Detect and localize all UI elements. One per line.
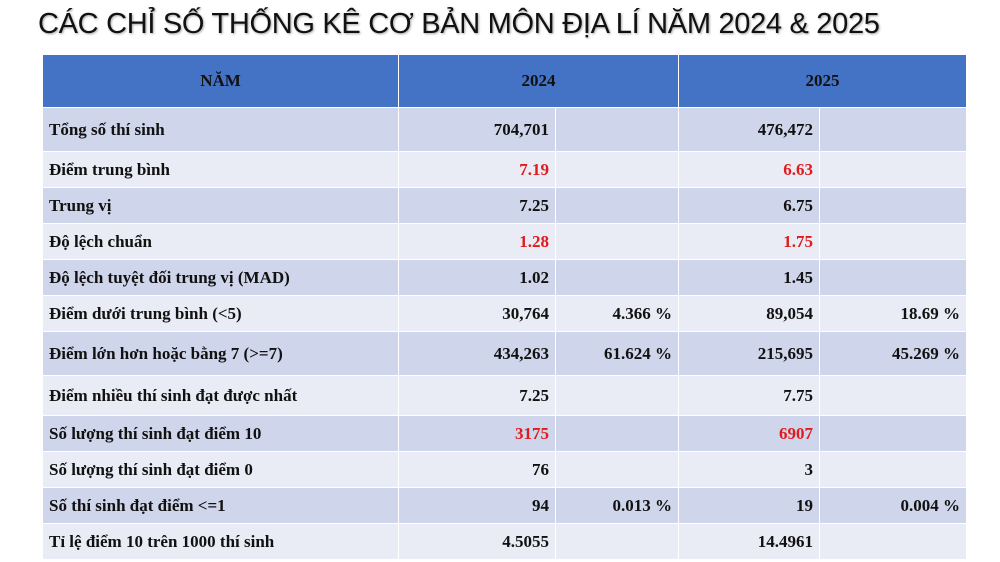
row-label: Trung vị bbox=[42, 187, 399, 224]
value-2024: 704,701 bbox=[398, 107, 556, 152]
watermark bbox=[970, 440, 990, 520]
table-row: Tổng số thí sinh 704,701 476,472 bbox=[42, 107, 967, 152]
percent-2024 bbox=[555, 187, 679, 224]
value-2025: 7.75 bbox=[678, 375, 820, 416]
value-2024: 3175 bbox=[398, 415, 556, 452]
percent-2025 bbox=[819, 259, 967, 296]
table-row: Độ lệch chuẩn 1.28 1.75 bbox=[42, 223, 967, 260]
table-row: Số thí sinh đạt điểm <=1 94 0.013 % 19 0.004… bbox=[42, 487, 967, 524]
value-2024: 30,764 bbox=[398, 295, 556, 332]
value-2025: 89,054 bbox=[678, 295, 820, 332]
row-label: Độ lệch tuyệt đối trung vị (MAD) bbox=[42, 259, 399, 296]
value-2025: 6907 bbox=[678, 415, 820, 452]
percent-2024 bbox=[555, 223, 679, 260]
percent-2025: 45.269 % bbox=[819, 331, 967, 376]
row-label: Số lượng thí sinh đạt điểm 10 bbox=[42, 415, 399, 452]
percent-2025: 18.69 % bbox=[819, 295, 967, 332]
percent-2024 bbox=[555, 523, 679, 560]
percent-2024 bbox=[555, 415, 679, 452]
percent-2025 bbox=[819, 523, 967, 560]
table-row: Điểm trung bình 7.19 6.63 bbox=[42, 151, 967, 188]
percent-2025 bbox=[819, 415, 967, 452]
percent-2025 bbox=[819, 451, 967, 488]
value-2025: 6.75 bbox=[678, 187, 820, 224]
percent-2025 bbox=[819, 107, 967, 152]
row-label: Điểm lớn hơn hoặc bằng 7 (>=7) bbox=[42, 331, 399, 376]
row-label: Tổng số thí sinh bbox=[42, 107, 399, 152]
table-body: Tổng số thí sinh 704,701 476,472 Điểm trung… bbox=[42, 107, 967, 560]
table-row: Điểm nhiều thí sinh đạt được nhất 7.25 7.7… bbox=[42, 375, 967, 416]
percent-2025 bbox=[819, 187, 967, 224]
percent-2024 bbox=[555, 151, 679, 188]
value-2025: 1.75 bbox=[678, 223, 820, 260]
value-2024: 4.5055 bbox=[398, 523, 556, 560]
percent-2025 bbox=[819, 151, 967, 188]
percent-2024: 61.624 % bbox=[555, 331, 679, 376]
value-2025: 19 bbox=[678, 487, 820, 524]
value-2024: 7.19 bbox=[398, 151, 556, 188]
value-2024: 7.25 bbox=[398, 187, 556, 224]
percent-2025 bbox=[819, 223, 967, 260]
row-label: Điểm trung bình bbox=[42, 151, 399, 188]
percent-2024 bbox=[555, 451, 679, 488]
table-row: Trung vị 7.25 6.75 bbox=[42, 187, 967, 224]
value-2024: 1.02 bbox=[398, 259, 556, 296]
value-2025: 14.4961 bbox=[678, 523, 820, 560]
header-year-2025: 2025 bbox=[678, 54, 967, 108]
table-row: Điểm dưới trung bình (<5) 30,764 4.366 % 89… bbox=[42, 295, 967, 332]
percent-2025: 0.004 % bbox=[819, 487, 967, 524]
percent-2024: 0.013 % bbox=[555, 487, 679, 524]
value-2024: 1.28 bbox=[398, 223, 556, 260]
row-label: Số thí sinh đạt điểm <=1 bbox=[42, 487, 399, 524]
row-label: Tỉ lệ điểm 10 trên 1000 thí sinh bbox=[42, 523, 399, 560]
value-2024: 434,263 bbox=[398, 331, 556, 376]
value-2025: 1.45 bbox=[678, 259, 820, 296]
row-label: Độ lệch chuẩn bbox=[42, 223, 399, 260]
table-header-row: NĂM 2024 2025 bbox=[42, 54, 967, 108]
percent-2025 bbox=[819, 375, 967, 416]
header-year-label: NĂM bbox=[42, 54, 399, 108]
value-2025: 215,695 bbox=[678, 331, 820, 376]
stats-table: NĂM 2024 2025 Tổng số thí sinh 704,701 476… bbox=[42, 54, 967, 560]
value-2025: 476,472 bbox=[678, 107, 820, 152]
percent-2024 bbox=[555, 107, 679, 152]
value-2025: 3 bbox=[678, 451, 820, 488]
percent-2024 bbox=[555, 375, 679, 416]
row-label: Điểm dưới trung bình (<5) bbox=[42, 295, 399, 332]
percent-2024: 4.366 % bbox=[555, 295, 679, 332]
table-row: Điểm lớn hơn hoặc bằng 7 (>=7) 434,263 61.… bbox=[42, 331, 967, 376]
table-row: Độ lệch tuyệt đối trung vị (MAD) 1.02 1.45 bbox=[42, 259, 967, 296]
table-row: Số lượng thí sinh đạt điểm 0 76 3 bbox=[42, 451, 967, 488]
value-2025: 6.63 bbox=[678, 151, 820, 188]
value-2024: 76 bbox=[398, 451, 556, 488]
percent-2024 bbox=[555, 259, 679, 296]
row-label: Số lượng thí sinh đạt điểm 0 bbox=[42, 451, 399, 488]
header-year-2024: 2024 bbox=[398, 54, 679, 108]
value-2024: 7.25 bbox=[398, 375, 556, 416]
table-row: Tỉ lệ điểm 10 trên 1000 thí sinh 4.5055 14… bbox=[42, 523, 967, 560]
page-title: CÁC CHỈ SỐ THỐNG KÊ CƠ BẢN MÔN ĐỊA LÍ NĂ… bbox=[38, 8, 880, 40]
table-row: Số lượng thí sinh đạt điểm 10 3175 6907 bbox=[42, 415, 967, 452]
row-label: Điểm nhiều thí sinh đạt được nhất bbox=[42, 375, 399, 416]
value-2024: 94 bbox=[398, 487, 556, 524]
